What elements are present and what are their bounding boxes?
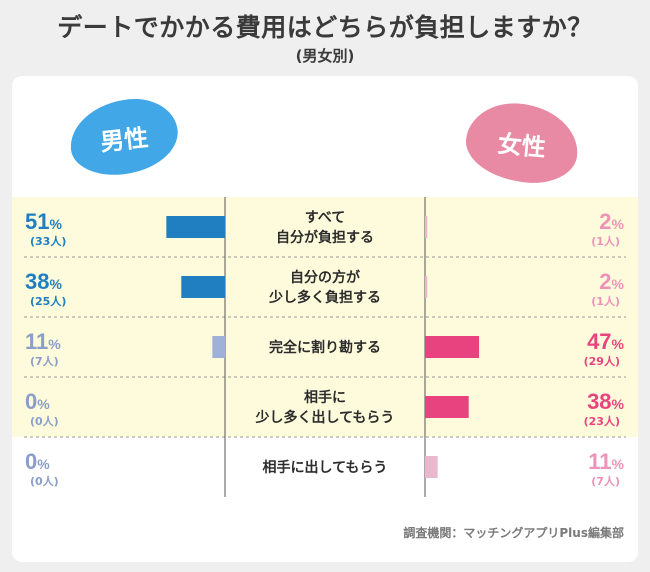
category-label-line: 自分の方が (290, 269, 361, 286)
row-highlight-band (12, 257, 638, 317)
source-note: 調査機関：マッチングアプリPlus編集部 (403, 526, 624, 540)
male-count-label: (33人) (30, 234, 66, 248)
male-percent-sign: % (49, 276, 62, 292)
category-label-line: 完全に割り勘する (269, 339, 381, 356)
male-percent-sign: % (37, 396, 50, 412)
category-label: 相手に出してもらう (263, 459, 388, 476)
male-bar (181, 276, 225, 298)
female-count-label: (1人) (591, 294, 620, 308)
female-count-label: (1人) (591, 234, 620, 248)
chart-title: デートでかかる費用はどちらが負担しますか？ (57, 13, 593, 42)
female-percent-label: 38% (587, 389, 624, 414)
category-label: 完全に割り勘する (269, 339, 381, 356)
male-count-label: (25人) (30, 294, 66, 308)
female-percent-sign: % (612, 336, 625, 352)
row-highlight-band (12, 317, 638, 377)
female-bar (425, 456, 438, 478)
male-count-label: (7人) (30, 354, 59, 368)
male-count-label: (0人) (30, 474, 59, 488)
female-bar (425, 396, 469, 418)
chart-subtitle: (男女別) (295, 47, 355, 65)
male-percent-sign: % (49, 216, 62, 232)
male-percent-sign: % (48, 336, 61, 352)
male-bar (212, 336, 225, 358)
female-percent-label: 11% (588, 449, 624, 474)
row-highlight-band (12, 197, 638, 257)
male-bar (166, 216, 225, 238)
category-label-line: 自分が負担する (276, 229, 374, 246)
row-highlight-band (12, 377, 638, 437)
female-bar (425, 216, 428, 238)
category-label-line: 少し多く負担する (268, 289, 381, 306)
category-label-line: すべて (305, 210, 345, 226)
category-label-line: 少し多く出してもらう (255, 409, 395, 426)
male-count-label: (0人) (30, 414, 59, 428)
female-percent-sign: % (612, 276, 625, 292)
category-label-line: 相手に (304, 389, 346, 406)
category-label: 自分の方が少し多く負担する (268, 269, 381, 306)
female-count-label: (23人) (584, 414, 620, 428)
male-percent-sign: % (37, 456, 50, 472)
female-percent-sign: % (612, 456, 625, 472)
category-label: 相手に少し多く出してもらう (255, 389, 395, 426)
female-count-label: (7人) (591, 474, 620, 488)
female-count-label: (29人) (584, 354, 620, 368)
female-percent-sign: % (612, 216, 625, 232)
male-percent-label: 11% (25, 329, 61, 354)
female-percent-sign: % (612, 396, 625, 412)
female-bar (425, 276, 428, 298)
female-bar (425, 336, 480, 358)
category-label-line: 相手に出してもらう (263, 459, 388, 476)
category-label: すべて自分が負担する (276, 210, 374, 246)
male-percent-label: 0% (25, 449, 50, 474)
